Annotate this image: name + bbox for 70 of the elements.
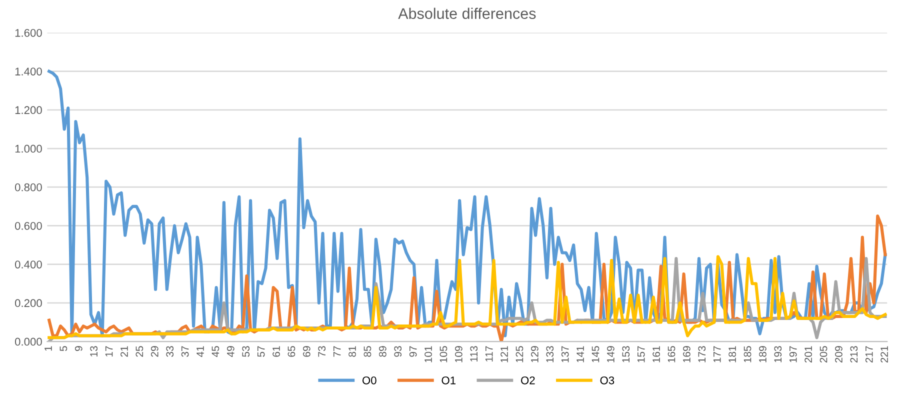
x-tick-label: 37	[181, 346, 189, 357]
x-tick-label: 145	[592, 346, 600, 362]
x-tick-label: 157	[638, 346, 645, 362]
x-tick-label: 9	[74, 346, 82, 351]
y-tick-label: 1.000	[15, 144, 42, 153]
legend-label: O1	[442, 376, 456, 384]
y-tick-label: 1.400	[15, 68, 42, 76]
x-tick-label: 113	[470, 346, 478, 362]
x-tick-label: 93	[394, 346, 402, 357]
x-tick-label: 61	[272, 346, 280, 357]
y-tick-label: 1.200	[15, 106, 42, 114]
legend-label: O3	[600, 376, 614, 384]
legend-label: O0	[362, 376, 376, 384]
x-tick-label: 217	[865, 346, 873, 363]
x-tick-label: 177	[714, 346, 721, 362]
y-tick-label: 0.600	[14, 222, 42, 230]
x-tick-label: 209	[835, 346, 842, 363]
x-tick-label: 173	[698, 346, 706, 362]
x-tick-label: 49	[226, 346, 234, 358]
x-tick-label: 197	[789, 346, 797, 362]
x-tick-label: 81	[348, 346, 356, 357]
x-tick-label: 45	[212, 346, 220, 358]
x-tick-label: 129	[530, 346, 538, 362]
x-tick-label: 169	[683, 346, 690, 362]
x-tick-label: 201	[804, 346, 812, 363]
x-tick-label: 105	[440, 346, 448, 362]
x-tick-label: 97	[409, 346, 417, 357]
x-tick-label: 89	[378, 346, 386, 357]
x-tick-label: 165	[668, 346, 676, 362]
y-tick-label: 1.600	[15, 28, 42, 37]
x-tick-label: 205	[820, 346, 828, 363]
y-tick-label: 0.400	[14, 260, 42, 268]
x-tick-label: 17	[105, 346, 113, 356]
legend-label: O2	[521, 376, 535, 384]
x-tick-label: 69	[302, 346, 310, 357]
x-tick-label: 185	[744, 346, 752, 362]
chart-title: Absolute differences	[398, 8, 536, 19]
x-tick-label: 77	[333, 346, 341, 357]
y-tick-label: 0.000	[14, 338, 42, 346]
x-tick-label: 33	[166, 346, 174, 357]
x-tick-label: 101	[424, 346, 432, 362]
x-tick-label: 21	[120, 346, 128, 357]
x-tick-label: 121	[500, 346, 508, 362]
y-tick-label: 0.200	[14, 299, 42, 308]
x-tick-label: 189	[759, 346, 766, 362]
x-tick-label: 73	[318, 346, 326, 357]
x-tick-label: 125	[516, 346, 524, 362]
x-tick-label: 213	[850, 346, 858, 363]
x-tick-label: 53	[242, 346, 250, 357]
x-tick-label: 85	[364, 346, 372, 357]
x-tick-label: 29	[150, 346, 158, 357]
x-tick-label: 65	[288, 346, 296, 357]
x-tick-label: 57	[257, 346, 265, 357]
x-tick-label: 161	[652, 346, 660, 362]
y-tick-label: 0.800	[14, 183, 42, 192]
x-tick-label: 109	[454, 346, 462, 362]
x-tick-label: 25	[136, 346, 144, 357]
x-tick-label: 141	[576, 346, 584, 362]
x-tick-label: 149	[607, 346, 614, 362]
x-tick-label: 193	[774, 346, 782, 362]
x-tick-label: 181	[728, 346, 736, 362]
x-tick-label: 221	[880, 346, 888, 363]
x-tick-label: 41	[196, 346, 204, 358]
x-tick-label: 133	[546, 346, 554, 362]
x-tick-label: 1	[44, 346, 52, 351]
x-tick-label: 117	[485, 346, 493, 362]
x-tick-label: 13	[90, 346, 98, 356]
x-tick-label: 153	[622, 346, 630, 362]
x-tick-label: 137	[561, 346, 569, 362]
x-tick-label: 5	[60, 346, 68, 352]
